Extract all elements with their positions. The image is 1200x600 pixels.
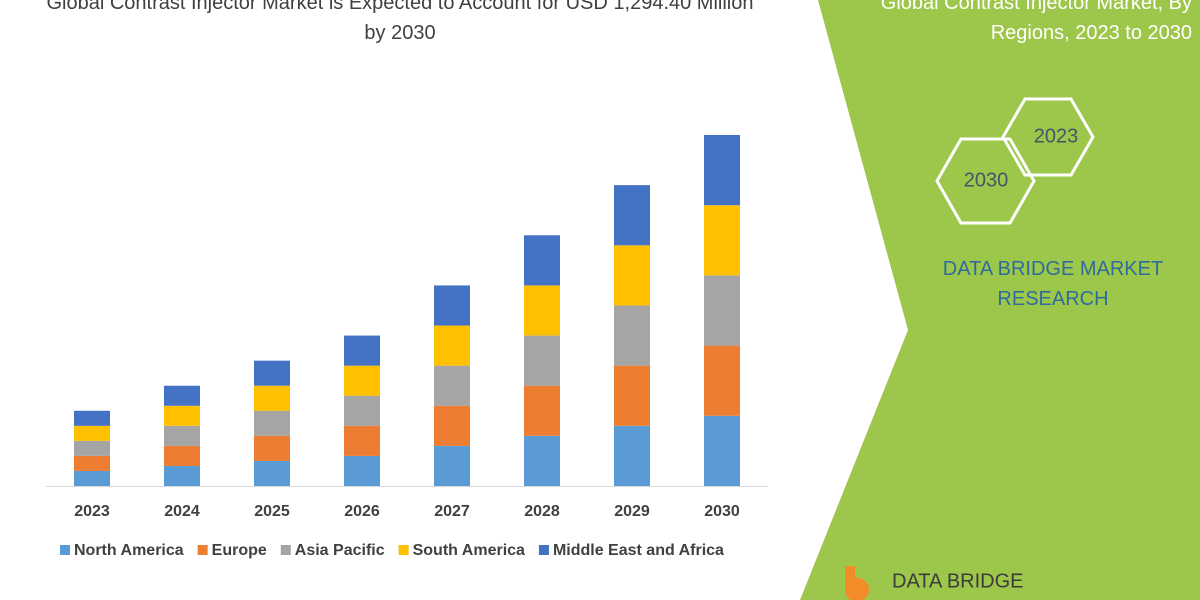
- bar-segment: [614, 185, 650, 246]
- legend-swatch: [398, 545, 409, 555]
- bar-segment: [524, 435, 560, 486]
- bar-segment: [614, 305, 650, 366]
- bar-segment: [434, 325, 470, 366]
- bar-segment: [164, 405, 200, 426]
- bar-segment: [434, 365, 470, 406]
- bar-segment: [434, 405, 470, 446]
- hexagon-label: 2030: [964, 169, 1009, 191]
- bar-segment: [704, 205, 740, 276]
- bar-segment: [164, 385, 200, 406]
- bar-segment: [254, 360, 290, 386]
- bar-segment: [434, 445, 470, 486]
- brand-text: DATA BRIDGE MARKET RESEARCH: [942, 258, 1164, 310]
- bar-segment: [344, 335, 380, 366]
- logo-text: DATA BRIDGE: [892, 570, 1024, 592]
- bar-segment: [614, 425, 650, 486]
- x-tick-label: 2023: [74, 503, 110, 520]
- panel-title: Global Contrast Injector Market, By Regi…: [880, 0, 1192, 44]
- bar-segment: [74, 455, 110, 471]
- legend-label: Middle East and Africa: [553, 542, 724, 559]
- legend-label: Europe: [212, 542, 267, 559]
- legend-label: Asia Pacific: [295, 542, 385, 559]
- x-tick-label: 2029: [614, 503, 650, 520]
- legend-swatch: [280, 545, 291, 555]
- legend-swatch: [197, 545, 208, 555]
- bar-segment: [524, 285, 560, 336]
- bar-segment: [74, 425, 110, 441]
- x-tick-label: 2030: [704, 503, 740, 520]
- x-tick-label: 2028: [524, 503, 560, 520]
- bar-segment: [254, 435, 290, 461]
- bar-segment: [74, 410, 110, 426]
- bar-segment: [74, 440, 110, 456]
- logo-icon: [845, 566, 869, 600]
- bar-segment: [704, 415, 740, 486]
- bar-segment: [344, 425, 380, 456]
- bar-segment: [164, 425, 200, 446]
- bar-segment: [524, 335, 560, 386]
- bar-segment: [524, 235, 560, 286]
- chart-title: Global Contrast Injector Market is Expec…: [46, 0, 754, 44]
- bar-segment: [704, 135, 740, 206]
- x-tick-label: 2026: [344, 503, 380, 520]
- bar-segment: [344, 395, 380, 426]
- x-tick-label: 2024: [164, 503, 200, 520]
- bar-segment: [164, 465, 200, 486]
- hexagon: [1001, 97, 1095, 177]
- legend-label: South America: [413, 542, 525, 559]
- bar-segment: [164, 445, 200, 466]
- bar-segment: [614, 245, 650, 306]
- bar-segment: [614, 365, 650, 426]
- x-tick-label: 2025: [254, 503, 290, 520]
- bar-segment: [344, 455, 380, 486]
- legend-swatch: [60, 545, 70, 555]
- bar-segment: [704, 345, 740, 416]
- bar-segment: [254, 410, 290, 436]
- bar-segment: [434, 285, 470, 326]
- bar-segment: [344, 365, 380, 396]
- bar-segment: [704, 275, 740, 346]
- green-panel: [800, 0, 1200, 600]
- hexagon: [935, 137, 1036, 225]
- bar-segment: [524, 385, 560, 436]
- bar-segment: [254, 460, 290, 486]
- legend-swatch: [538, 545, 549, 555]
- bar-segment: [74, 470, 110, 486]
- bar-segment: [254, 385, 290, 411]
- legend-label: North America: [74, 542, 184, 559]
- x-tick-label: 2027: [434, 503, 470, 520]
- hexagon-label: 2023: [1034, 125, 1079, 147]
